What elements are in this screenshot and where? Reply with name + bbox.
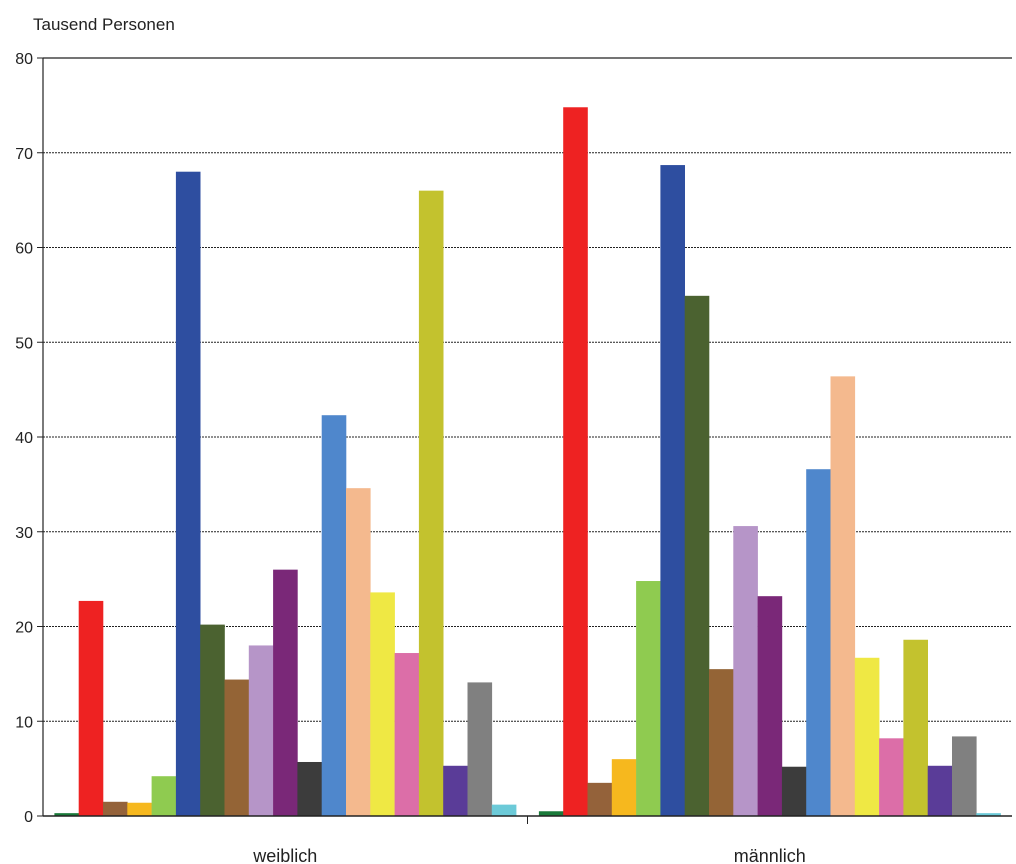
bar [78,600,104,816]
bar [538,811,564,816]
bar [587,782,613,816]
axes [37,57,1012,824]
bar [54,813,79,816]
y-axis-unit-label: Tausend Personen [33,15,175,34]
bar [781,766,807,816]
bar [733,526,758,816]
y-tick-label: 60 [15,241,33,258]
tick-labels: 0 10 20 30 40 50 60 70 80 weiblich männlich [15,51,806,864]
x-category-label: männlich [734,846,806,864]
bar [103,801,128,816]
y-tick-label: 10 [15,714,33,731]
y-tick-label: 50 [15,335,33,352]
y-tick-label: 30 [15,525,33,542]
y-tick-label: 20 [15,620,33,637]
bar [830,376,856,816]
y-tick-label: 70 [15,146,33,163]
bar [200,624,225,816]
bar [757,596,783,816]
bar [297,761,322,816]
bar [151,776,177,816]
bar [443,765,468,816]
bar [370,592,395,816]
bar [321,415,347,816]
bar [611,759,637,816]
bar [273,569,298,816]
bar [684,295,710,816]
bar [636,581,661,816]
y-tick-label: 80 [15,51,33,68]
bar [952,736,977,816]
bar [127,802,152,816]
bar [394,653,420,816]
bar [418,190,444,816]
bar [224,679,250,816]
bar [467,682,493,816]
bar [903,639,928,816]
bar [806,469,831,816]
bar [709,669,734,816]
bar [563,107,588,816]
bar [854,657,880,816]
y-tick-label: 40 [15,430,33,447]
bar [175,171,201,816]
y-tick-label: 0 [24,809,33,826]
bars [54,107,1001,816]
bar [660,165,685,816]
x-category-label: weiblich [252,846,317,864]
bar [491,804,517,816]
bar [248,645,274,816]
bar [976,813,1001,816]
bar [927,765,953,816]
bar [879,738,904,816]
bar [346,488,371,816]
